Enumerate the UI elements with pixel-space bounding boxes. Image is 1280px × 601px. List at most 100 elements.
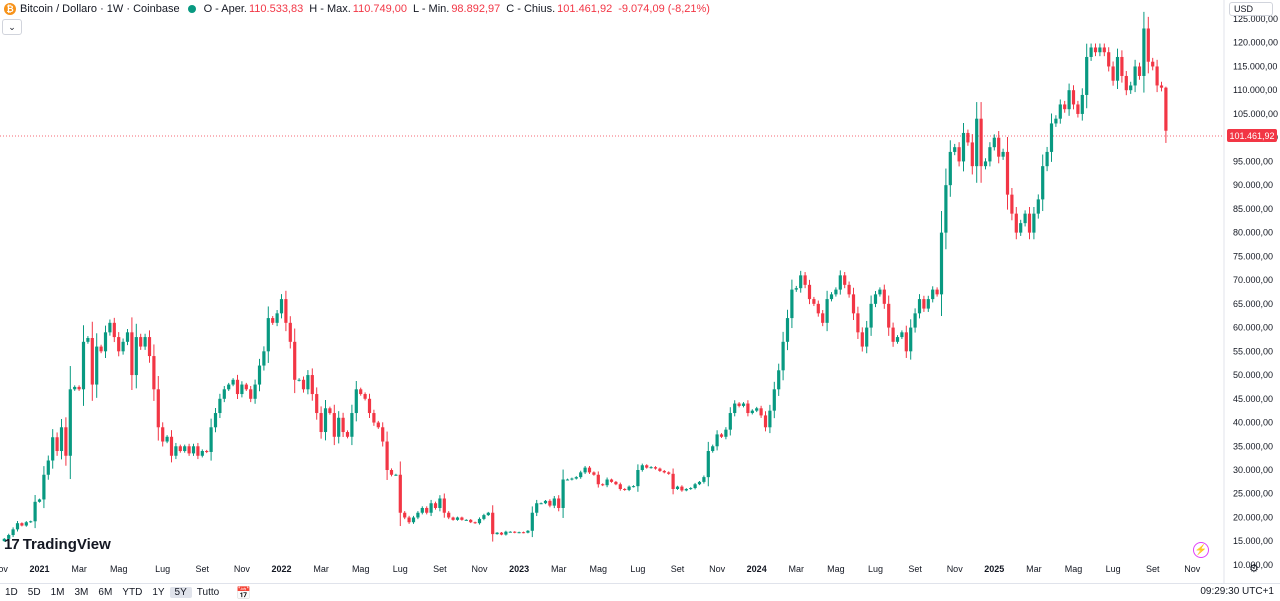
candle-body	[425, 507, 429, 513]
candle	[420, 506, 424, 515]
timeframe-3m[interactable]: 3M	[74, 587, 89, 598]
candle-body	[367, 398, 372, 414]
candle-body	[1045, 151, 1049, 167]
candle-body	[961, 132, 966, 162]
candle	[117, 332, 121, 357]
candle-body	[438, 498, 442, 508]
candle	[447, 511, 451, 520]
candle-body	[491, 512, 495, 535]
candle	[1089, 43, 1093, 61]
candle	[975, 102, 979, 183]
candle	[605, 477, 609, 488]
calendar-icon[interactable]: 📅	[236, 585, 252, 600]
candle	[530, 506, 534, 538]
candle-body	[508, 531, 512, 533]
x-tick-label: Lug	[393, 564, 408, 574]
bitcoin-icon: ₿	[4, 3, 16, 15]
symbol-title[interactable]: Bitcoin / Dollaro · 1W · Coinbase	[20, 3, 180, 15]
candle	[134, 323, 138, 389]
candle	[957, 142, 961, 167]
x-tick-label: Nov	[947, 564, 964, 574]
candle-body	[1093, 47, 1098, 53]
candle	[803, 272, 807, 289]
timeframe-5y[interactable]: 5Y	[169, 587, 192, 598]
candle	[1159, 81, 1164, 92]
candle-body	[442, 498, 446, 513]
candle	[1155, 59, 1159, 93]
gear-icon[interactable]: ⚙	[1249, 563, 1259, 575]
tradingview-logo[interactable]: 17 TradingView	[4, 536, 111, 553]
candle-body	[803, 275, 807, 285]
candle-body	[1027, 213, 1032, 233]
candle	[1124, 70, 1128, 96]
candle	[992, 134, 996, 151]
x-tick-label: Mar	[789, 564, 805, 574]
candle-body	[315, 394, 319, 414]
y-tick-label: 80.000,00	[1233, 228, 1273, 238]
currency-selector[interactable]: USD	[1229, 2, 1273, 16]
timeframe-1d[interactable]: 1D	[5, 587, 18, 598]
candle	[750, 409, 754, 415]
x-axis: Nov 2021 Mar Mag Lug Set Nov 2022 Mar Mag Lug Set No…	[0, 564, 1201, 574]
clock-display[interactable]: 09:29:30 UTC+1	[1200, 586, 1274, 597]
candle-body	[926, 299, 930, 309]
candle-body	[667, 472, 671, 474]
candle-body	[983, 161, 988, 167]
candle	[697, 480, 702, 486]
candle-body	[183, 446, 187, 452]
ohlc-close-value: 101.461,92	[557, 3, 613, 15]
candle-body	[46, 460, 50, 475]
currency-label: USD	[1234, 4, 1254, 14]
candle	[293, 328, 297, 394]
candle	[42, 466, 46, 509]
candle	[1071, 85, 1076, 110]
candle	[1045, 146, 1049, 172]
candle	[271, 316, 275, 325]
timeframe-ytd[interactable]: YTD	[122, 587, 143, 598]
candle-body	[143, 337, 147, 347]
collapse-legend-button[interactable]: ⌄	[2, 19, 22, 35]
ohlc-high-label: H - Max.	[309, 3, 351, 15]
price-chart[interactable]: 125.000,00 120.000,00 115.000,00 110.000,00…	[0, 0, 1280, 583]
timeframe-1m[interactable]: 1M	[50, 587, 65, 598]
candle	[909, 319, 913, 360]
candle	[772, 381, 776, 419]
lightning-icon[interactable]: ⚡	[1193, 542, 1209, 558]
candle-body	[882, 289, 886, 304]
candle-body	[821, 313, 825, 323]
candle-body	[979, 118, 983, 167]
candle-body	[768, 410, 772, 428]
candle	[1093, 43, 1098, 57]
candle	[1120, 50, 1124, 83]
ohlc-close-label: C - Chius.	[506, 3, 556, 15]
candle-body	[249, 389, 253, 399]
candle-body	[301, 379, 306, 390]
candle	[961, 122, 966, 172]
candle-body	[900, 332, 904, 338]
candle	[253, 379, 257, 404]
timeframe-5d[interactable]: 5D	[27, 587, 41, 598]
candle	[702, 475, 706, 484]
candle	[2, 538, 6, 542]
candle	[279, 294, 284, 319]
y-tick-label: 30.000,00	[1233, 465, 1273, 475]
timeframe-1y[interactable]: 1Y	[152, 587, 165, 598]
timeframe-all[interactable]: Tutto	[196, 587, 220, 598]
candle-body	[816, 303, 820, 314]
candle-body	[812, 299, 816, 304]
timeframe-6m[interactable]: 6M	[98, 587, 113, 598]
candle	[535, 499, 539, 517]
candle-body	[535, 503, 539, 513]
candle-body	[394, 474, 398, 476]
candle-body	[209, 427, 213, 452]
candle-body	[297, 379, 301, 381]
candle-body	[530, 512, 534, 531]
candle-body	[174, 446, 178, 456]
candle	[561, 469, 565, 518]
candle-body	[495, 532, 499, 535]
candle	[812, 296, 816, 307]
y-tick-label: 35.000,00	[1233, 441, 1273, 451]
candle-body	[913, 313, 917, 328]
candle	[187, 443, 191, 456]
y-tick-label: 60.000,00	[1233, 323, 1273, 333]
